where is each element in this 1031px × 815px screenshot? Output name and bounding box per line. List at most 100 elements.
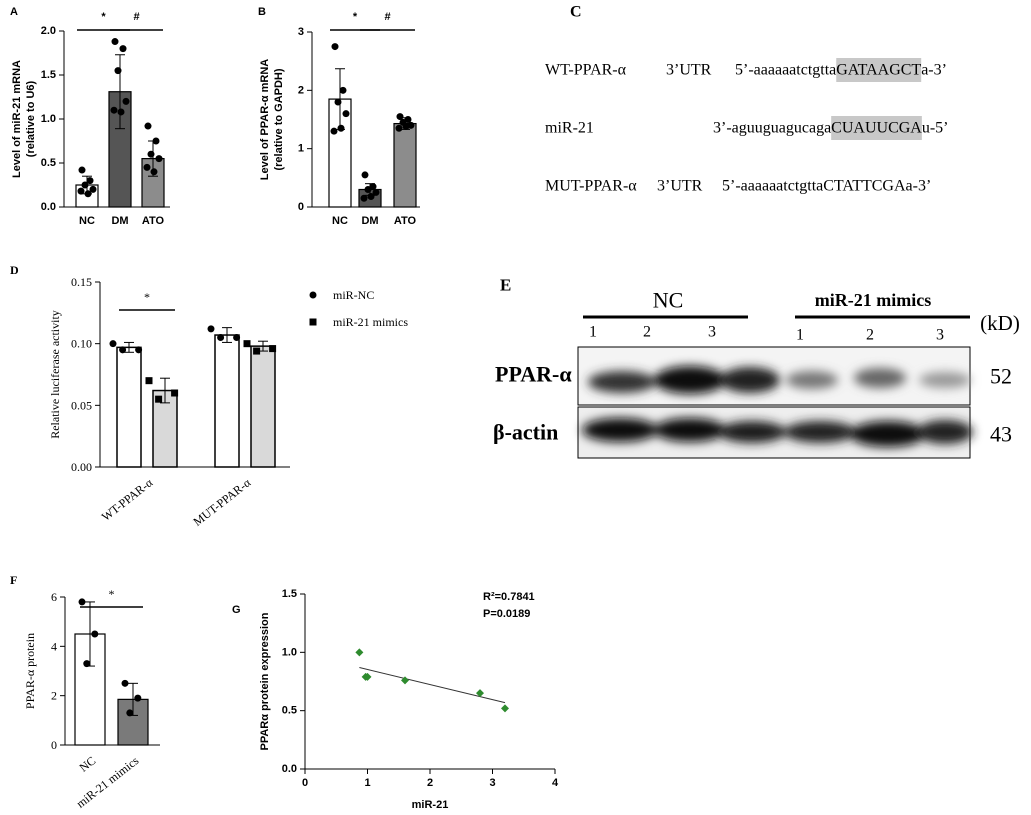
x-tick-label: NC [77, 753, 99, 774]
region-label: 3’UTR [666, 62, 712, 79]
kd-label: 43 [990, 422, 1012, 447]
data-point [309, 318, 317, 326]
significance-label: # [133, 11, 139, 23]
data-point [126, 709, 134, 717]
data-point [144, 122, 152, 130]
x-tick-label: 2 [427, 777, 433, 789]
x-tick-label: DM [111, 215, 128, 227]
panel-label: F [10, 573, 17, 587]
band [917, 420, 973, 444]
data-point [476, 689, 484, 698]
data-point [91, 630, 99, 638]
chart-panel: D 0.00 0.05 0.10 0.15 Relative luciferase act… [10, 263, 408, 529]
data-point [367, 193, 375, 200]
data-point [143, 163, 151, 171]
data-point [334, 98, 342, 106]
panel-label: G [232, 604, 241, 616]
y-tick-label: 0 [51, 738, 57, 752]
data-point [145, 377, 153, 385]
data-point [207, 325, 215, 333]
x-tick-label: ATO [142, 215, 165, 227]
significance-label: # [384, 11, 390, 23]
sequence-part: 5’-aaaaaatctgttaCTATTCGAa-3’ [722, 178, 931, 195]
significance-label: * [101, 11, 106, 23]
data-point [243, 340, 251, 348]
data-point [330, 127, 338, 135]
y-tick-label: 2.0 [41, 25, 56, 37]
y-tick-label: 0.05 [71, 398, 92, 412]
x-axis-title: miR-21 [412, 799, 449, 811]
data-point [360, 194, 368, 202]
bar [214, 334, 240, 468]
data-point [114, 67, 122, 75]
data-point [363, 672, 372, 681]
data-point [78, 598, 86, 606]
x-tick-label: 1 [364, 777, 370, 789]
band [588, 371, 656, 393]
group-label: NC [653, 288, 684, 313]
row-label: β-actin [493, 420, 558, 445]
y-tick-label: 1 [298, 143, 304, 155]
x-tick-label: MUT-PPAR-α [191, 475, 254, 529]
data-point [337, 124, 345, 132]
trendline [359, 667, 506, 704]
legend-label: miR-21 mimics [333, 315, 408, 329]
bar [393, 122, 417, 208]
y-axis-title: PPARα protein expression [259, 612, 271, 750]
data-point [150, 168, 158, 176]
y-tick-label: 1.0 [282, 646, 297, 658]
significance-label: * [353, 11, 358, 23]
chart-panel: G 0.0 0.5 1.0 1.5 PPARα protein expression 0 1 2… [232, 588, 559, 811]
data-point [361, 171, 369, 179]
panel-label: D [10, 263, 19, 277]
y-tick-label: 1.5 [41, 69, 56, 81]
data-point [401, 676, 409, 685]
band [718, 421, 786, 443]
band [654, 418, 726, 442]
x-tick-label: NC [79, 215, 95, 227]
group-label: miR-21 mimics [815, 290, 931, 310]
data-point [119, 45, 127, 53]
y-tick-label: 1.5 [282, 588, 297, 600]
band [786, 371, 838, 389]
data-point [78, 166, 86, 174]
data-point [155, 395, 163, 403]
y-tick-label: 0 [298, 201, 304, 213]
band [720, 367, 780, 393]
data-point [253, 347, 261, 355]
y-tick-label: 0.0 [41, 201, 56, 213]
y-tick-label: 0.15 [71, 275, 92, 289]
data-point [217, 334, 225, 341]
band [854, 368, 906, 388]
sequence-part: u-5’ [922, 120, 949, 137]
data-point [77, 187, 85, 195]
panel-label: B [258, 6, 266, 18]
data-point [501, 704, 509, 713]
lane-label: 3 [936, 327, 944, 344]
significance-label: * [144, 290, 150, 304]
panel-label: A [10, 6, 18, 18]
lane-label: 2 [643, 324, 651, 341]
region-label: 3’UTR [657, 178, 703, 195]
data-point [89, 185, 97, 193]
bands [582, 366, 973, 447]
x-tick-label: 4 [552, 777, 559, 789]
y-axis-title: Level of miR-21 mRNA [11, 60, 23, 178]
y-axis-title: (relative to GAPDH) [273, 68, 285, 170]
sequence-part: a-3’ [921, 62, 947, 79]
sequence-part: CUAUUCGA [831, 120, 922, 137]
data-point [364, 186, 372, 193]
data-point [155, 155, 163, 163]
y-axis-title: Relative luciferase activity [48, 310, 62, 439]
y-tick-label: 0.5 [282, 705, 297, 717]
x-tick-label: 0 [302, 777, 308, 789]
data-point [83, 660, 91, 668]
y-axis-title: PPAR-α protein [23, 633, 37, 709]
x-tick-label: 3 [489, 777, 495, 789]
x-tick-label: DM [361, 215, 378, 227]
x-tick-label: ATO [394, 215, 417, 227]
data-point [342, 110, 350, 118]
data-point [309, 291, 317, 299]
kd-label: 52 [990, 364, 1012, 389]
